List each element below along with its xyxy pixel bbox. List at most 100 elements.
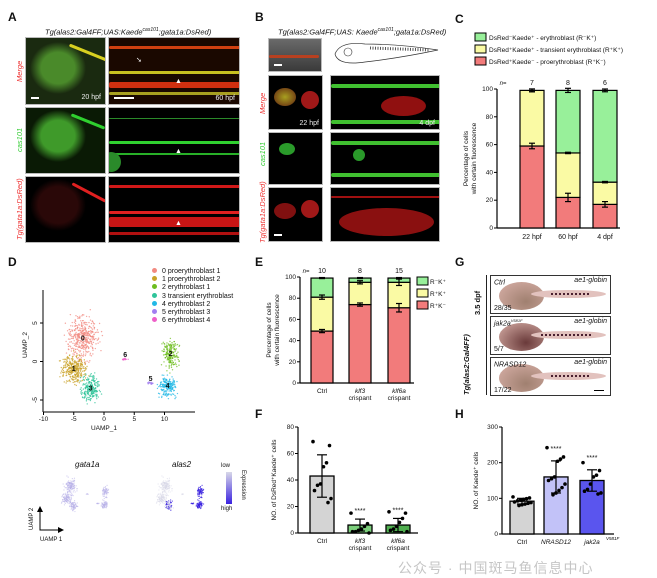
umap-point bbox=[176, 365, 178, 368]
umap-point bbox=[71, 356, 74, 358]
umap-point bbox=[92, 395, 95, 397]
umap-point bbox=[93, 380, 95, 383]
umap-point bbox=[75, 328, 77, 330]
expression-point bbox=[199, 492, 201, 494]
umap-point bbox=[71, 321, 73, 324]
panel-a-title: Tg(alas2:Gal4FF;UAS:Kaedecas101;gata1a:D… bbox=[45, 27, 211, 37]
umap-point bbox=[59, 376, 61, 378]
expression-point bbox=[73, 482, 75, 484]
umap-point bbox=[96, 385, 99, 387]
umap-point bbox=[89, 375, 91, 378]
x-tick-label: klf6a bbox=[391, 538, 405, 545]
expression-point bbox=[105, 491, 107, 493]
panel-label-d: D bbox=[8, 255, 17, 269]
umap-point bbox=[169, 360, 171, 362]
umap-point bbox=[74, 383, 76, 386]
umap-point bbox=[80, 340, 83, 343]
umap-point bbox=[60, 366, 63, 369]
umap-point bbox=[85, 321, 88, 324]
umap-point bbox=[165, 378, 167, 380]
legend-dot bbox=[152, 268, 157, 273]
umap-point bbox=[125, 358, 128, 361]
expression-point bbox=[156, 501, 158, 503]
umap-point bbox=[77, 378, 79, 381]
umap-point bbox=[75, 362, 77, 365]
data-point bbox=[405, 529, 409, 534]
expression-point bbox=[66, 491, 69, 493]
title-sup: cas101 bbox=[377, 27, 394, 33]
legend-item: 5 erythroblast 3 bbox=[152, 309, 233, 317]
cluster-number: 5 bbox=[149, 376, 153, 383]
expression-point bbox=[198, 497, 200, 500]
umap-point bbox=[156, 383, 159, 386]
umap-point bbox=[80, 354, 82, 357]
umap-point bbox=[70, 358, 73, 360]
significance-label: **** bbox=[587, 455, 598, 462]
umap-point bbox=[170, 344, 173, 347]
umap-point bbox=[81, 375, 83, 377]
condition-label: jak2aV581F bbox=[494, 318, 523, 328]
ratio-label: 5/7 bbox=[494, 346, 504, 353]
umap-point bbox=[84, 396, 87, 398]
expression-point bbox=[162, 484, 165, 486]
umap-point bbox=[65, 372, 67, 374]
umap-point bbox=[80, 393, 83, 396]
expression-point bbox=[103, 494, 105, 496]
expression-point bbox=[65, 486, 67, 489]
umap-point bbox=[79, 380, 81, 382]
umap-point bbox=[160, 383, 162, 385]
umap-point bbox=[75, 355, 77, 357]
expression-point bbox=[62, 483, 64, 485]
umap-point bbox=[164, 386, 166, 388]
expression-point bbox=[70, 496, 72, 498]
cluster-number: 4 bbox=[166, 383, 170, 390]
umap-point bbox=[69, 380, 71, 383]
cluster-id: 5 bbox=[162, 309, 166, 317]
umap-point bbox=[90, 393, 92, 395]
expression-point bbox=[159, 502, 161, 505]
umap-point bbox=[62, 372, 65, 374]
umap-point bbox=[170, 364, 172, 367]
umap-point bbox=[170, 389, 172, 392]
expression-point bbox=[200, 489, 202, 491]
umap-point bbox=[86, 339, 88, 341]
umap-point bbox=[65, 361, 68, 363]
umap-point bbox=[88, 342, 90, 344]
umap-point bbox=[169, 343, 171, 346]
umap-point bbox=[80, 347, 82, 349]
expression-point bbox=[167, 488, 169, 490]
expression-point bbox=[170, 501, 172, 504]
data-point bbox=[388, 528, 393, 533]
y-axis-label: Percentage of cells bbox=[463, 130, 470, 186]
expression-point bbox=[165, 491, 167, 493]
y-tick-label: 100 bbox=[487, 495, 498, 502]
expression-point bbox=[72, 503, 74, 505]
umap-point bbox=[79, 350, 82, 352]
data-point bbox=[515, 499, 520, 503]
umap-point bbox=[70, 363, 73, 365]
umap-point bbox=[85, 368, 88, 370]
data-point bbox=[594, 473, 599, 477]
umap-point bbox=[59, 360, 62, 362]
cluster-number: 2 bbox=[169, 351, 173, 358]
umap-point bbox=[72, 342, 74, 345]
micrograph-a-merge-60hpf: ➘ ▲ 60 hpf bbox=[108, 37, 240, 105]
umap-point bbox=[75, 334, 78, 336]
in-situ-image: jak2aV581F ae1-globin 5/7 bbox=[490, 316, 611, 355]
umap-point bbox=[82, 353, 85, 355]
data-point bbox=[512, 500, 517, 504]
umap-point bbox=[90, 388, 92, 391]
umap-point bbox=[93, 338, 95, 341]
expression-point bbox=[71, 506, 73, 508]
expression-point bbox=[202, 488, 205, 490]
expression-point bbox=[74, 501, 76, 504]
umap-point bbox=[70, 325, 72, 327]
expression-point bbox=[67, 495, 69, 497]
x-tick-label: Ctrl bbox=[317, 538, 328, 545]
umap-point bbox=[90, 372, 92, 375]
expression-point bbox=[201, 505, 203, 507]
umap-point bbox=[86, 351, 88, 353]
bar-segment bbox=[310, 296, 334, 332]
umap-point bbox=[76, 324, 78, 327]
y-axis-label: UAMP_2 bbox=[22, 332, 29, 358]
